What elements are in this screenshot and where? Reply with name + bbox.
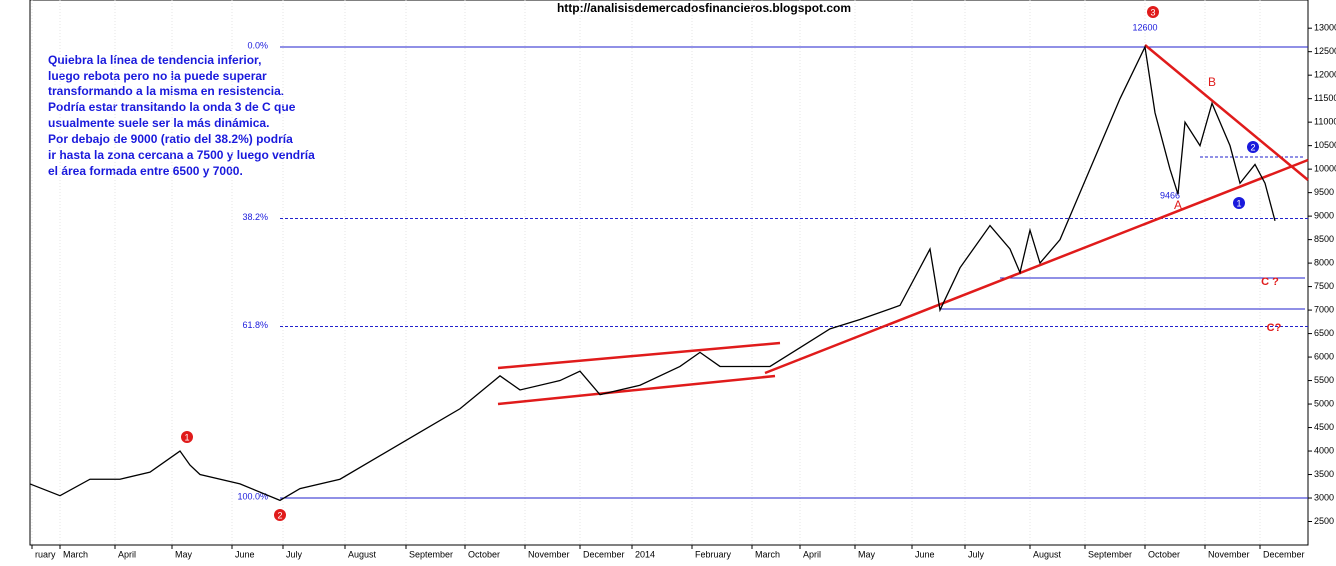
wave-marker (181, 431, 193, 443)
x-tick-label: September (1088, 549, 1132, 559)
x-tick-label: August (348, 549, 377, 559)
trend-lines (497, 44, 1309, 406)
x-tick-label: December (1263, 549, 1305, 559)
y-tick-label: 8500 (1314, 234, 1334, 244)
y-tick-label: 9500 (1314, 187, 1334, 197)
chart-title: http://analisisdemercadosfinancieros.blo… (557, 1, 851, 15)
annotation: A (1174, 198, 1182, 212)
wave-marker (274, 509, 286, 521)
y-tick-label: 6000 (1314, 351, 1334, 361)
x-tick-label: June (915, 549, 935, 559)
note-line: Quiebra la línea de tendencia inferior, (48, 53, 261, 67)
y-tick-label: 4000 (1314, 445, 1334, 455)
x-tick-label: May (175, 549, 193, 559)
fib-label: 38.2% (242, 212, 268, 222)
annotations: 12600 9466 A B C ? C? (1132, 22, 1281, 334)
note-line: luego rebota pero no la puede superar (48, 69, 267, 83)
note-line: Podría estar transitando la onda 3 de C … (48, 100, 296, 114)
channel-line (497, 374, 776, 406)
annotation: B (1208, 75, 1216, 89)
annotation: C ? (1261, 276, 1279, 288)
x-tick-label: April (803, 549, 821, 559)
x-tick-label: August (1033, 549, 1062, 559)
wave-marker (1147, 6, 1159, 18)
x-tick-label: 2014 (635, 549, 655, 559)
y-tick-label: 10500 (1314, 140, 1336, 150)
wave-label: 1 (184, 432, 189, 442)
wave-marker (1247, 141, 1259, 153)
x-tick-label: April (118, 549, 136, 559)
y-tick-label: 9000 (1314, 210, 1334, 220)
x-tick-label: May (858, 549, 876, 559)
y-tick-label: 5500 (1314, 375, 1334, 385)
note-line: ir hasta la zona cercana a 7500 y luego … (48, 148, 315, 162)
y-tick-label: 11500 (1314, 93, 1336, 103)
fib-label: 0.0% (247, 40, 268, 50)
wave-label: 1 (1236, 198, 1241, 208)
y-tick-label: 6500 (1314, 328, 1334, 338)
x-tick-label: ruary (35, 549, 56, 559)
wave-label: 2 (1250, 142, 1255, 152)
note-line: el área formada entre 6500 y 7000. (48, 164, 243, 178)
y-tick-label: 12000 (1314, 70, 1336, 80)
support-lines (940, 156, 1305, 310)
x-tick-label: February (695, 549, 732, 559)
channel-line (497, 341, 781, 370)
y-tick-label: 7000 (1314, 304, 1334, 314)
x-tick-label: March (755, 549, 780, 559)
x-tick-label: December (583, 549, 625, 559)
x-tick-label: September (409, 549, 453, 559)
y-tick-label: 12500 (1314, 46, 1336, 56)
annotation: 9466 (1160, 190, 1180, 200)
note-line: usualmente suele ser la más dinámica. (48, 116, 269, 130)
price-line (29, 44, 1276, 502)
x-tick-label: November (528, 549, 570, 559)
trend-line (764, 158, 1309, 375)
wave-label: 2 (277, 510, 282, 520)
x-tick-label: March (63, 549, 88, 559)
y-tick-label: 5000 (1314, 398, 1334, 408)
y-tick-label: 10000 (1314, 164, 1336, 174)
wave-label: 3 (1150, 7, 1155, 17)
y-tick-label: 2500 (1314, 516, 1334, 526)
wave-labels: 1 2 3 1 2 (181, 6, 1259, 521)
x-tick-label: October (1148, 549, 1180, 559)
x-tick-label: July (968, 549, 985, 559)
plot-frame (29, 0, 1309, 546)
annotation: C? (1267, 322, 1282, 334)
y-tick-label: 3000 (1314, 492, 1334, 502)
y-tick-label: 13000 (1314, 23, 1336, 33)
x-tick-label: November (1208, 549, 1250, 559)
fib-label: 61.8% (242, 320, 268, 330)
fib-label: 100.0% (237, 491, 268, 501)
x-tick-label: October (468, 549, 500, 559)
y-tick-label: 4500 (1314, 422, 1334, 432)
x-tick-label: June (235, 549, 255, 559)
trend-line (1144, 44, 1309, 181)
annotation: 12600 (1132, 22, 1157, 32)
y-tick-label: 11000 (1314, 117, 1336, 127)
note-line: Por debajo de 9000 (ratio del 38.2%) pod… (48, 132, 293, 146)
y-tick-label: 3500 (1314, 469, 1334, 479)
note-line: transformando a la misma en resistencia. (48, 84, 284, 98)
wave-marker (1233, 197, 1245, 209)
y-tick-label: 8000 (1314, 257, 1334, 267)
x-tick-label: July (286, 549, 303, 559)
y-tick-label: 7500 (1314, 281, 1334, 291)
note: Quiebra la línea de tendencia inferior, … (48, 53, 315, 178)
